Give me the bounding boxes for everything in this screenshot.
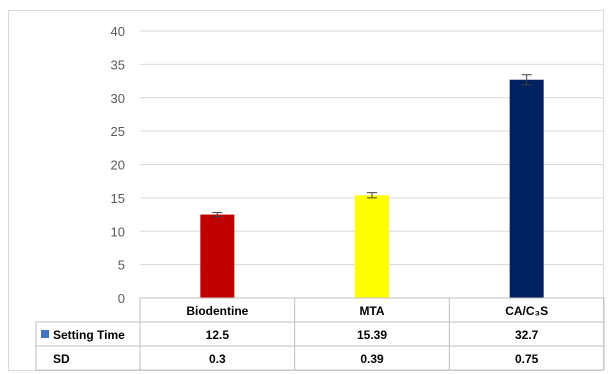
chart-frame [8, 10, 604, 371]
y-tick-label: 10 [111, 224, 125, 239]
bar-ca-c-s [509, 79, 544, 298]
y-tick-label: 20 [111, 158, 125, 173]
x-category-label: CA/C₃S [505, 304, 548, 318]
table-cell: 0.3 [209, 352, 226, 366]
y-tick-label: 15 [111, 191, 125, 206]
y-tick-label: 40 [111, 24, 125, 39]
bar-mta [355, 195, 389, 298]
legend-marker [41, 330, 49, 338]
table-row-label: SD [53, 352, 70, 366]
y-tick-label: 0 [118, 291, 125, 306]
y-tick-label: 25 [111, 124, 125, 139]
table-cell: 15.39 [357, 328, 387, 342]
table-cell: 12.5 [206, 328, 230, 342]
y-tick-label: 30 [111, 91, 125, 106]
table-cell: 0.75 [515, 352, 539, 366]
x-category-label: Biodentine [186, 304, 248, 318]
table-cell: 32.7 [515, 328, 539, 342]
table-row-label: Setting Time [53, 328, 125, 342]
table-cell: 0.39 [360, 352, 384, 366]
x-category-label: MTA [359, 304, 384, 318]
bar-biodentine [200, 214, 235, 298]
y-tick-label: 35 [111, 57, 125, 72]
y-tick-label: 5 [118, 258, 125, 273]
